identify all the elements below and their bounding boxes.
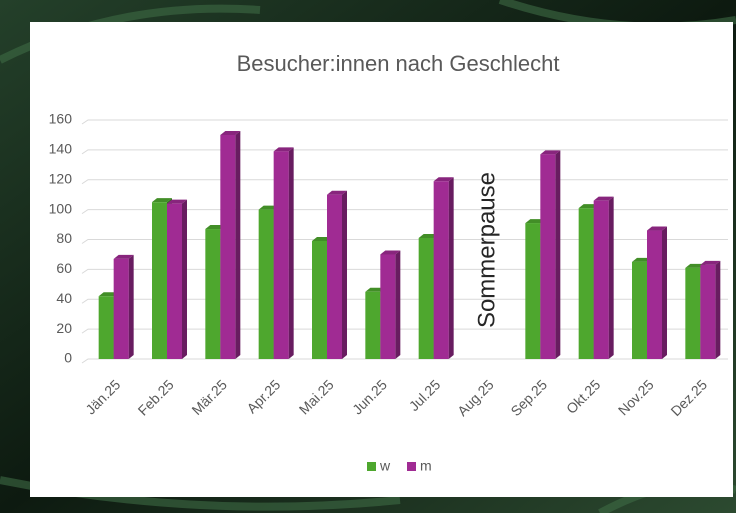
bar: [327, 195, 342, 359]
bar: [380, 254, 395, 359]
y-tick-label: 120: [49, 170, 73, 186]
bar: [152, 202, 167, 359]
bar-side: [555, 150, 560, 359]
bar: [540, 154, 555, 359]
bar: [114, 259, 129, 359]
bar-side: [449, 177, 454, 359]
bar-side: [129, 255, 134, 359]
chart: Besucher:innen nach Geschlecht 0 20 40 60 80…: [0, 0, 736, 513]
legend-swatch: [367, 462, 376, 471]
bar-side: [342, 191, 347, 359]
chart-title: Besucher:innen nach Geschlecht: [237, 51, 560, 76]
bar: [365, 292, 380, 359]
bar: [419, 238, 434, 359]
y-tick-label: 80: [56, 230, 72, 246]
bar-side: [715, 261, 720, 359]
bar: [205, 229, 220, 359]
bar: [312, 241, 327, 359]
bar: [220, 135, 235, 359]
annotation: Sommerpause: [473, 172, 500, 328]
y-tick-label: 20: [56, 320, 72, 336]
bar: [525, 223, 540, 359]
bar-side: [235, 131, 240, 359]
bar: [632, 262, 647, 359]
bar: [99, 296, 114, 359]
bar: [594, 201, 609, 359]
y-tick-label: 160: [49, 111, 73, 127]
bar: [274, 151, 289, 359]
y-tick-label: 140: [49, 141, 73, 157]
bar-side: [289, 147, 294, 359]
bar: [700, 265, 715, 359]
y-tick-label: 40: [56, 290, 72, 306]
bar: [167, 204, 182, 359]
y-tick-label: 100: [49, 200, 73, 216]
y-tick-label: 60: [56, 260, 72, 276]
bar-side: [182, 200, 187, 359]
legend-label: w: [379, 458, 391, 474]
bar: [685, 268, 700, 359]
bar-side: [662, 227, 667, 359]
legend-swatch: [407, 462, 416, 471]
bar-side: [609, 197, 614, 359]
bar: [434, 181, 449, 359]
y-tick-label: 0: [64, 350, 72, 366]
bar: [579, 208, 594, 359]
bar: [259, 210, 274, 359]
legend-label: m: [420, 458, 432, 474]
bar: [647, 231, 662, 359]
bar-side: [395, 250, 400, 359]
